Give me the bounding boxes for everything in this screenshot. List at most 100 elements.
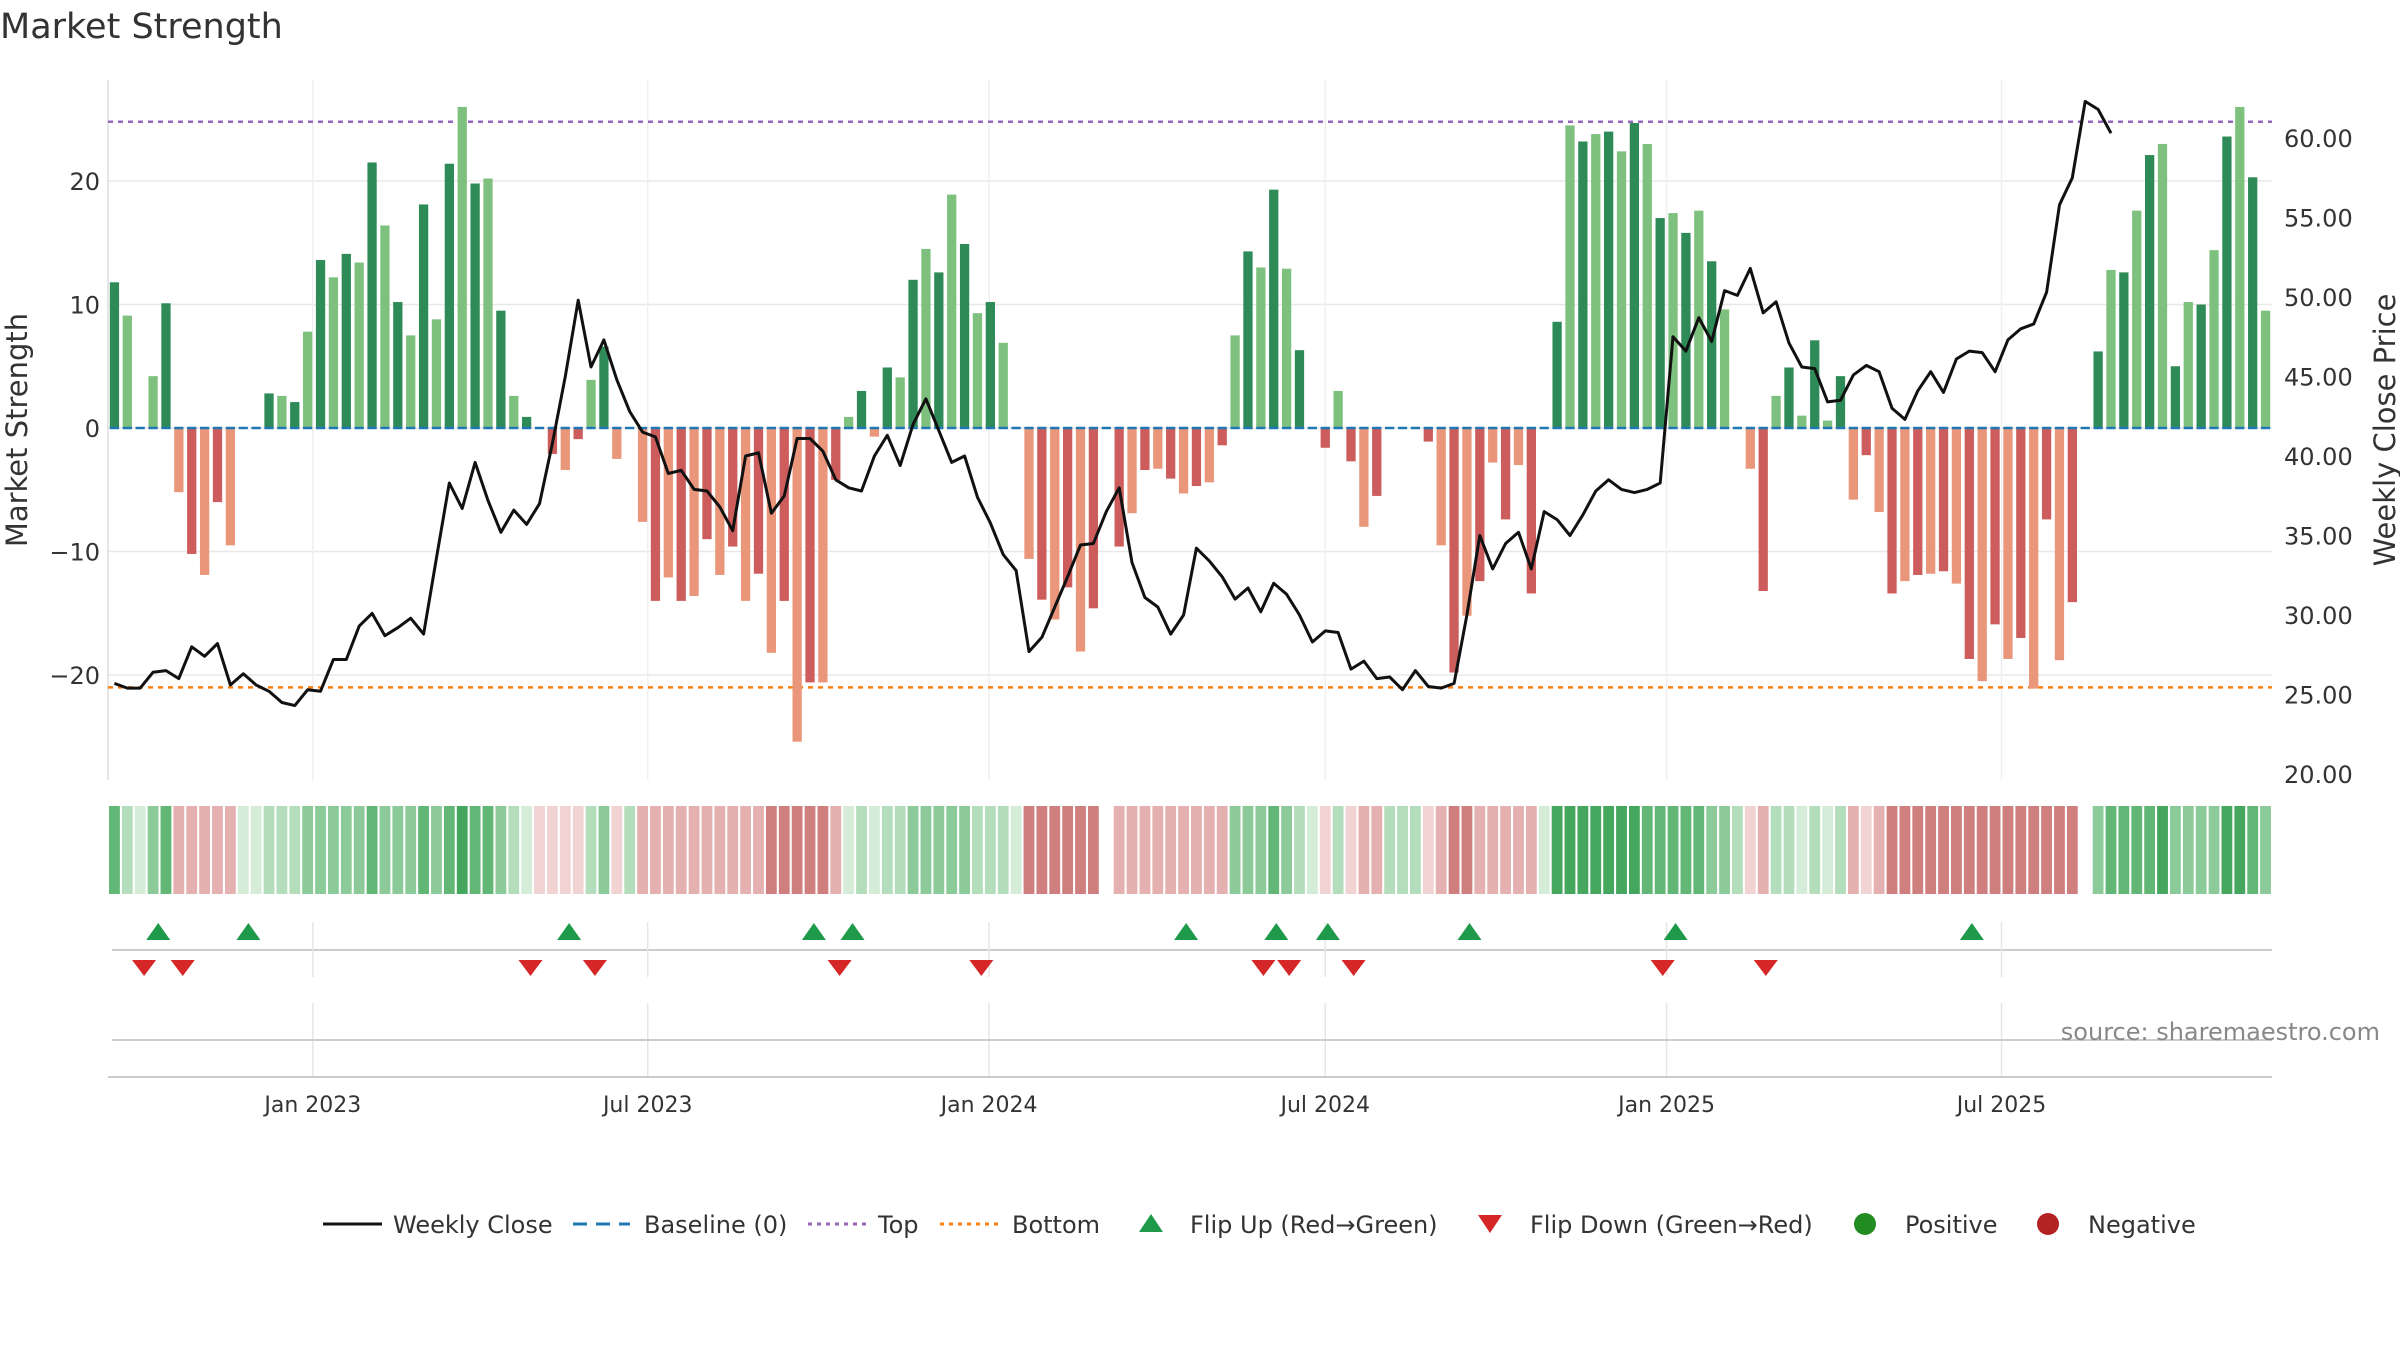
strength-bar bbox=[1642, 143, 1652, 428]
main-grid bbox=[108, 80, 2272, 780]
strength-bar bbox=[1552, 321, 1562, 428]
flip-down-marker bbox=[1650, 960, 1675, 976]
strip-cell bbox=[1899, 806, 1911, 894]
strip-cell bbox=[1513, 806, 1524, 894]
chart-title: Market Strength bbox=[0, 7, 283, 47]
strip-cell bbox=[1847, 806, 1859, 894]
flip-down-marker bbox=[582, 960, 607, 976]
strip-cell bbox=[1139, 806, 1151, 894]
legend-flip-down-icon bbox=[1478, 1215, 1502, 1233]
flip-down-marker bbox=[1251, 960, 1276, 976]
strip-cell bbox=[495, 806, 507, 894]
x-tick-label: Jul 2023 bbox=[601, 1093, 693, 1118]
strip-cell bbox=[869, 806, 880, 894]
x-ticks: Jan 2023 Jul 2023 Jan 2024 Jul 2024 Jan 2025… bbox=[262, 1093, 2046, 1118]
legend-flip-down: Flip Down (Green→Red) bbox=[1530, 1211, 1813, 1239]
strength-bar bbox=[521, 416, 532, 428]
strength-bar bbox=[341, 253, 351, 428]
strip-cell bbox=[1487, 806, 1499, 894]
strength-bar bbox=[998, 342, 1008, 428]
strip-cell bbox=[791, 806, 803, 894]
strip-cell bbox=[2260, 806, 2271, 894]
strip-cell bbox=[1912, 806, 1924, 894]
y-tick-label: 10 bbox=[69, 292, 100, 320]
flip-up-marker bbox=[840, 923, 865, 940]
strip-cell bbox=[431, 806, 442, 894]
strip-cell bbox=[1938, 806, 1949, 894]
strength-bar bbox=[354, 262, 364, 428]
strip-cell bbox=[1577, 806, 1589, 894]
strip-cell bbox=[1294, 806, 1305, 894]
strip-cell bbox=[315, 806, 326, 894]
strip-cell bbox=[521, 806, 533, 894]
strength-bar bbox=[2260, 310, 2271, 428]
strength-bar bbox=[1475, 428, 1485, 582]
strip-cell bbox=[1371, 806, 1383, 894]
y2-axis-label: Weekly Close Price bbox=[2368, 294, 2400, 567]
strip-cell bbox=[1873, 806, 1885, 894]
x-tick-label: Jul 2024 bbox=[1278, 1093, 1370, 1118]
flip-down-marker bbox=[132, 960, 157, 976]
strip-cell bbox=[2131, 806, 2143, 894]
strip-cell bbox=[546, 806, 558, 894]
strength-bar bbox=[1938, 428, 1949, 572]
strip-cell bbox=[1281, 806, 1293, 894]
strip-cell bbox=[572, 806, 584, 894]
right-y-ticks: 60.00 55.00 50.00 45.00 40.00 35.00 30.00 25.00… bbox=[2284, 125, 2353, 789]
strength-bar bbox=[740, 428, 751, 601]
strength-bar bbox=[689, 428, 699, 596]
y-tick-label: 0 bbox=[85, 415, 100, 443]
strip-cell bbox=[972, 806, 983, 894]
strip-cell bbox=[1796, 806, 1808, 894]
strip-cell bbox=[212, 806, 223, 894]
strength-bar bbox=[573, 428, 583, 440]
strip-cell bbox=[856, 806, 867, 894]
strength-bar bbox=[2067, 428, 2077, 603]
strength-bar bbox=[1281, 268, 1292, 428]
strip-cell bbox=[2234, 806, 2246, 894]
strength-bar bbox=[1153, 428, 1163, 469]
strip-cell bbox=[804, 806, 816, 894]
y2-tick-label: 55.00 bbox=[2284, 205, 2353, 233]
strip-cell bbox=[109, 806, 120, 894]
strength-bar bbox=[1797, 415, 1807, 428]
strip-cell bbox=[1268, 806, 1280, 894]
strength-bar bbox=[1436, 428, 1446, 546]
strength-bar bbox=[2029, 428, 2039, 689]
flip-up-marker bbox=[1457, 923, 1482, 940]
strength-bar bbox=[1578, 141, 1588, 429]
strength-bar bbox=[1758, 428, 1768, 592]
strip-cell bbox=[894, 806, 906, 894]
strip-cell bbox=[714, 806, 726, 894]
strip-cell bbox=[765, 806, 777, 894]
strength-bar bbox=[225, 428, 236, 546]
strip-cell bbox=[392, 806, 404, 894]
strip-cell bbox=[1564, 806, 1576, 894]
strip-cell bbox=[650, 806, 661, 894]
strength-bar bbox=[1719, 309, 1730, 428]
strength-bar bbox=[1423, 428, 1433, 442]
strength-bar bbox=[1166, 428, 1176, 479]
flip-down-marker bbox=[969, 960, 994, 976]
y2-tick-label: 40.00 bbox=[2284, 443, 2353, 471]
strength-bar bbox=[2132, 210, 2142, 428]
strength-bar bbox=[2248, 177, 2258, 428]
strip-cell bbox=[2105, 806, 2117, 894]
strip-cell bbox=[1680, 806, 1692, 894]
strip-cell bbox=[1860, 806, 1872, 894]
flip-down-marker bbox=[827, 960, 852, 976]
strip-cell bbox=[1590, 806, 1602, 894]
flip-up-marker bbox=[146, 923, 171, 940]
strip-cell bbox=[2169, 806, 2181, 894]
strip-cell bbox=[1075, 806, 1086, 894]
strip-cell bbox=[727, 806, 739, 894]
strip-cell bbox=[1049, 806, 1061, 894]
strip-cell bbox=[920, 806, 932, 894]
strip-cell bbox=[2002, 806, 2014, 894]
strip-cell bbox=[1654, 806, 1666, 894]
strip-cell bbox=[843, 806, 855, 894]
reference-lines bbox=[108, 120, 2272, 689]
strip-cell bbox=[2208, 806, 2220, 894]
strength-bar bbox=[637, 428, 648, 522]
strip-cell bbox=[881, 806, 893, 894]
